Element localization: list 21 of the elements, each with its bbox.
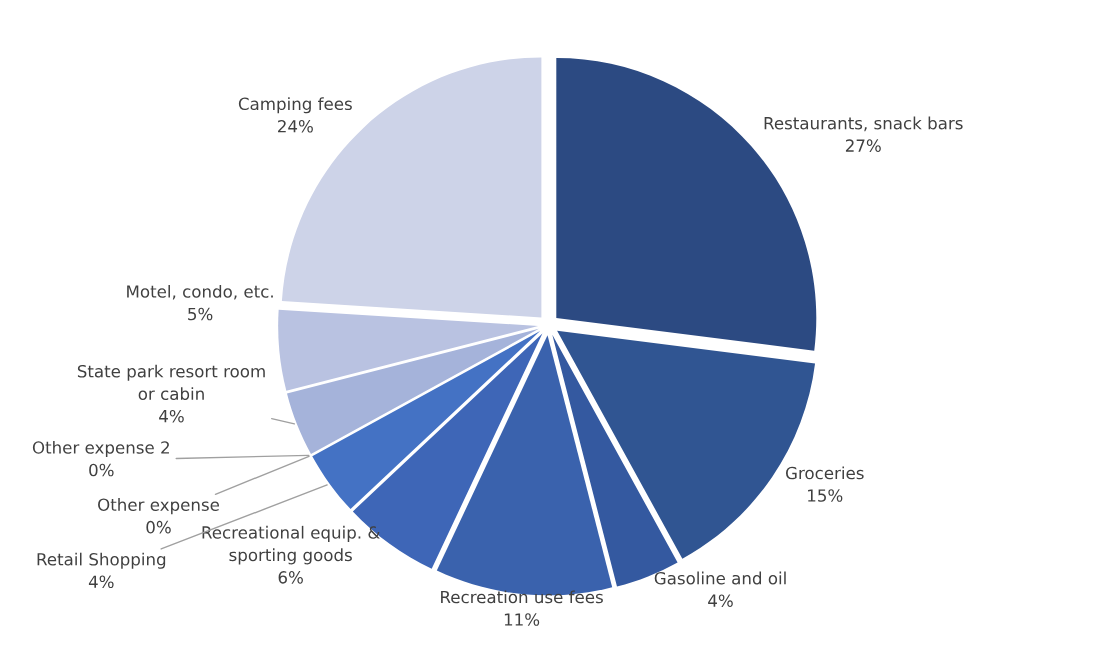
- slice-label: Gasoline and oil: [654, 571, 786, 585]
- slice-label: Motel, condo, etc.: [127, 284, 273, 300]
- data-label: 4%: [159, 409, 184, 423]
- slice-label: Groceries: [785, 466, 864, 480]
- text: 0%: [146, 520, 171, 534]
- data-label: 24%: [278, 119, 313, 133]
- category-label: Other expense 2: [32, 440, 169, 458]
- slice-label: Restaurants, snack bars: [764, 116, 963, 132]
- data-label: 4%: [88, 575, 114, 589]
- data-label: 27%: [845, 139, 881, 152]
- data-label: 4%: [708, 594, 733, 607]
- text: 0%: [89, 463, 114, 477]
- data-label: 6%: [278, 571, 303, 584]
- data-label: 11%: [504, 613, 540, 626]
- slice-label: Retail Shopping: [37, 552, 166, 569]
- category-label: Other expense: [98, 498, 219, 515]
- slice-label: Camping fees: [238, 97, 352, 114]
- slice-label: State park resort room or cabin: [77, 364, 265, 401]
- slice-label: Recreation use fees: [441, 590, 603, 604]
- data-label: 5%: [188, 307, 213, 321]
- data-label: 15%: [808, 489, 843, 502]
